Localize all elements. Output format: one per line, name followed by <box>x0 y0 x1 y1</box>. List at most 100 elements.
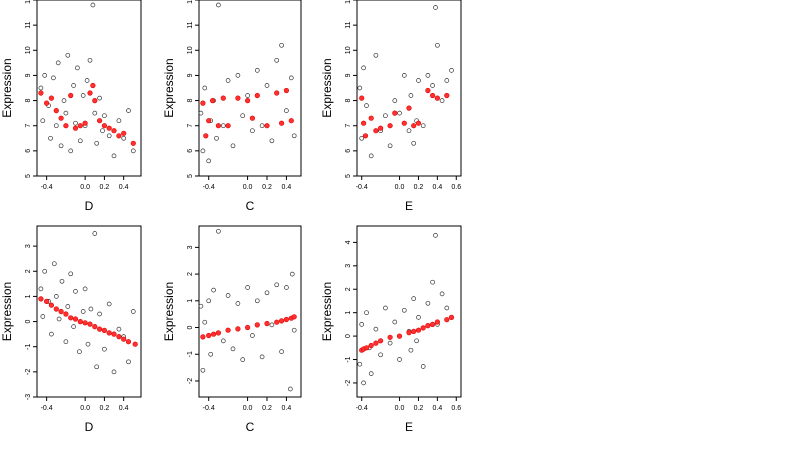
x-tick-label: -0.4 <box>356 405 368 412</box>
x-tick-label: 0.0 <box>243 405 253 412</box>
fitted-point <box>283 87 290 94</box>
y-tick-label: 11 <box>25 21 32 28</box>
fitted-point <box>378 338 384 344</box>
y-axis-title: Expression <box>162 58 176 117</box>
fitted-point <box>101 123 107 129</box>
fitted-point <box>430 321 436 328</box>
y-tick-label: 3 <box>187 245 194 249</box>
fitted-point <box>130 140 136 146</box>
fitted-point <box>401 120 407 126</box>
observed-point <box>100 128 105 134</box>
fitted-point <box>264 320 270 327</box>
observed-point <box>130 309 136 314</box>
fitted-point <box>87 321 93 327</box>
observed-point <box>51 75 56 81</box>
x-axis-title: D <box>85 420 94 434</box>
y-tick-label: 5 <box>25 174 32 178</box>
observed-point <box>225 78 231 83</box>
x-axis-title: C <box>246 199 255 213</box>
fitted-point <box>291 314 297 320</box>
observed-point <box>220 338 226 344</box>
observed-point <box>411 140 417 146</box>
observed-point <box>77 138 83 144</box>
observed-point <box>88 306 94 312</box>
fitted-point <box>288 118 294 124</box>
observed-point <box>444 78 450 83</box>
y-tick-label: 6 <box>187 149 194 153</box>
y-tick-label: 10 <box>187 46 194 54</box>
fitted-point <box>264 123 270 129</box>
fitted-point <box>420 325 426 331</box>
observed-point <box>357 85 363 91</box>
chart-panel-3: -0.4 0.0 0.2 0.4 0.6 5 6 7 8 9 10 11 12 E Expression <box>320 0 462 213</box>
fitted-point <box>392 110 398 116</box>
fitted-point <box>387 334 393 340</box>
observed-point <box>240 113 246 119</box>
observed-point <box>130 148 136 154</box>
observed-point <box>116 118 122 124</box>
observed-point <box>61 98 67 103</box>
y-tick-label: 11 <box>345 21 352 28</box>
plot-frame <box>198 0 302 177</box>
observed-point <box>284 285 289 290</box>
observed-point <box>63 339 69 345</box>
y-tick-label: 12 <box>345 0 352 4</box>
y-tick-label: 2 <box>25 269 32 273</box>
y-tick-label: 6 <box>345 149 352 153</box>
observed-point <box>245 285 250 290</box>
observed-point <box>240 357 246 362</box>
observed-point <box>42 268 48 274</box>
observed-point <box>420 123 426 129</box>
fitted-point <box>448 314 455 321</box>
x-tick-label: 0.0 <box>395 405 405 412</box>
y-tick-label: 10 <box>25 46 32 54</box>
observed-point <box>200 367 206 373</box>
fitted-point <box>415 327 422 333</box>
fitted-point <box>48 302 55 308</box>
fitted-point <box>378 125 384 131</box>
fitted-point <box>363 345 370 351</box>
fitted-point <box>58 115 64 121</box>
observed-point <box>126 359 131 365</box>
fitted-point <box>92 97 98 104</box>
fitted-point <box>72 316 79 322</box>
observed-point <box>279 42 284 48</box>
fitted-point <box>235 95 241 101</box>
y-tick-label: 9 <box>25 73 32 77</box>
fitted-point <box>411 328 417 335</box>
observed-point <box>250 333 255 338</box>
y-tick-label: 7 <box>187 124 194 128</box>
observed-point <box>38 85 44 91</box>
observed-point <box>291 327 297 333</box>
observed-point <box>359 322 365 327</box>
observed-point <box>216 2 221 8</box>
y-tick-label: 0 <box>25 320 32 324</box>
fitted-point <box>235 326 241 332</box>
fitted-point <box>90 82 96 89</box>
observed-point <box>53 123 59 129</box>
observed-point <box>121 135 127 141</box>
fitted-point <box>411 123 417 129</box>
fitted-point <box>406 330 412 336</box>
y-axis-title: Expression <box>320 282 334 341</box>
chart-panel-1: -0.4 0.0 0.2 0.4 5 6 7 8 9 10 11 12 D Expression <box>0 0 142 213</box>
fitted-point <box>82 320 88 326</box>
fitted-point <box>245 324 251 331</box>
fitted-point <box>106 330 112 336</box>
observed-point <box>392 319 398 325</box>
x-tick-label: 0.4 <box>119 405 129 412</box>
observed-point <box>420 364 426 369</box>
observed-point <box>97 311 102 317</box>
observed-point <box>254 298 260 304</box>
observed-point <box>214 135 219 141</box>
y-tick-label: 1 <box>345 311 352 315</box>
observed-point <box>55 60 61 66</box>
y-tick-label: 3 <box>25 244 32 248</box>
observed-point <box>92 231 98 236</box>
fitted-point <box>77 319 83 325</box>
fitted-point <box>92 324 98 330</box>
observed-point <box>87 57 93 63</box>
fitted-point <box>368 342 374 349</box>
fitted-point <box>279 120 285 126</box>
